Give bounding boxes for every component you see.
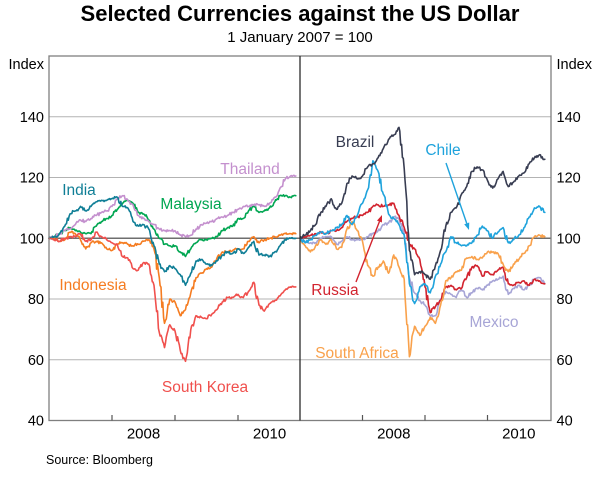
unit-label-right: Index: [557, 57, 593, 73]
svg-text:2010: 2010: [502, 426, 535, 443]
series-labels: Indonesia Malaysia Thailand India South Kore…: [59, 134, 518, 396]
left-panel-series: [48, 174, 297, 363]
svg-text:40: 40: [28, 414, 44, 430]
x-axis-ticks: [111, 415, 489, 421]
series-label-south-africa: South Africa: [315, 345, 399, 362]
svg-text:120: 120: [557, 171, 581, 187]
svg-text:140: 140: [20, 110, 44, 126]
svg-text:60: 60: [557, 353, 573, 369]
svg-text:2010: 2010: [253, 426, 286, 443]
callout-arrow-head: [464, 222, 470, 230]
series-line-mexico: [299, 215, 546, 318]
chart-title: Selected Currencies against the US Dolla…: [80, 1, 520, 26]
svg-text:80: 80: [28, 292, 44, 308]
svg-text:40: 40: [557, 414, 573, 430]
svg-text:120: 120: [20, 171, 44, 187]
series-label-india: India: [62, 182, 96, 199]
callout-arrow-line: [445, 162, 468, 224]
series-label-thailand: Thailand: [220, 161, 279, 178]
svg-text:2008: 2008: [377, 426, 410, 443]
svg-text:80: 80: [557, 292, 573, 308]
series-label-chile: Chile: [425, 142, 460, 159]
series-line-chile: [299, 160, 546, 305]
series-line-south-korea: [48, 231, 297, 363]
svg-text:2008: 2008: [127, 426, 160, 443]
series-line-south-africa: [299, 220, 546, 358]
series-line-malaysia: [48, 194, 297, 258]
svg-text:140: 140: [557, 110, 581, 126]
series-label-south-korea: South Korea: [162, 379, 249, 396]
right-panel-series: [299, 126, 546, 358]
svg-text:100: 100: [20, 231, 44, 247]
svg-text:60: 60: [28, 353, 44, 369]
series-label-russia: Russia: [311, 282, 359, 299]
series-line-brazil: [299, 126, 546, 281]
series-line-thailand: [48, 174, 297, 240]
series-label-malaysia: Malaysia: [160, 196, 222, 213]
svg-text:100: 100: [557, 231, 581, 247]
callout-arrow-line: [355, 221, 381, 283]
series-line-indonesia: [48, 230, 297, 325]
axis-labels: 140 140 120 120 100 100 80 80 60 60 40 40 Index Index…: [9, 57, 593, 443]
series-line-india: [48, 195, 297, 287]
series-label-mexico: Mexico: [469, 314, 518, 331]
source-note: Source: Bloomberg: [46, 453, 154, 467]
chart-subtitle: 1 January 2007 = 100: [227, 29, 373, 46]
panel-frame: [48, 55, 552, 422]
series-label-indonesia: Indonesia: [59, 277, 127, 294]
unit-label-left: Index: [9, 57, 45, 73]
callout-arrow-head: [376, 215, 382, 223]
series-label-brazil: Brazil: [336, 134, 375, 151]
